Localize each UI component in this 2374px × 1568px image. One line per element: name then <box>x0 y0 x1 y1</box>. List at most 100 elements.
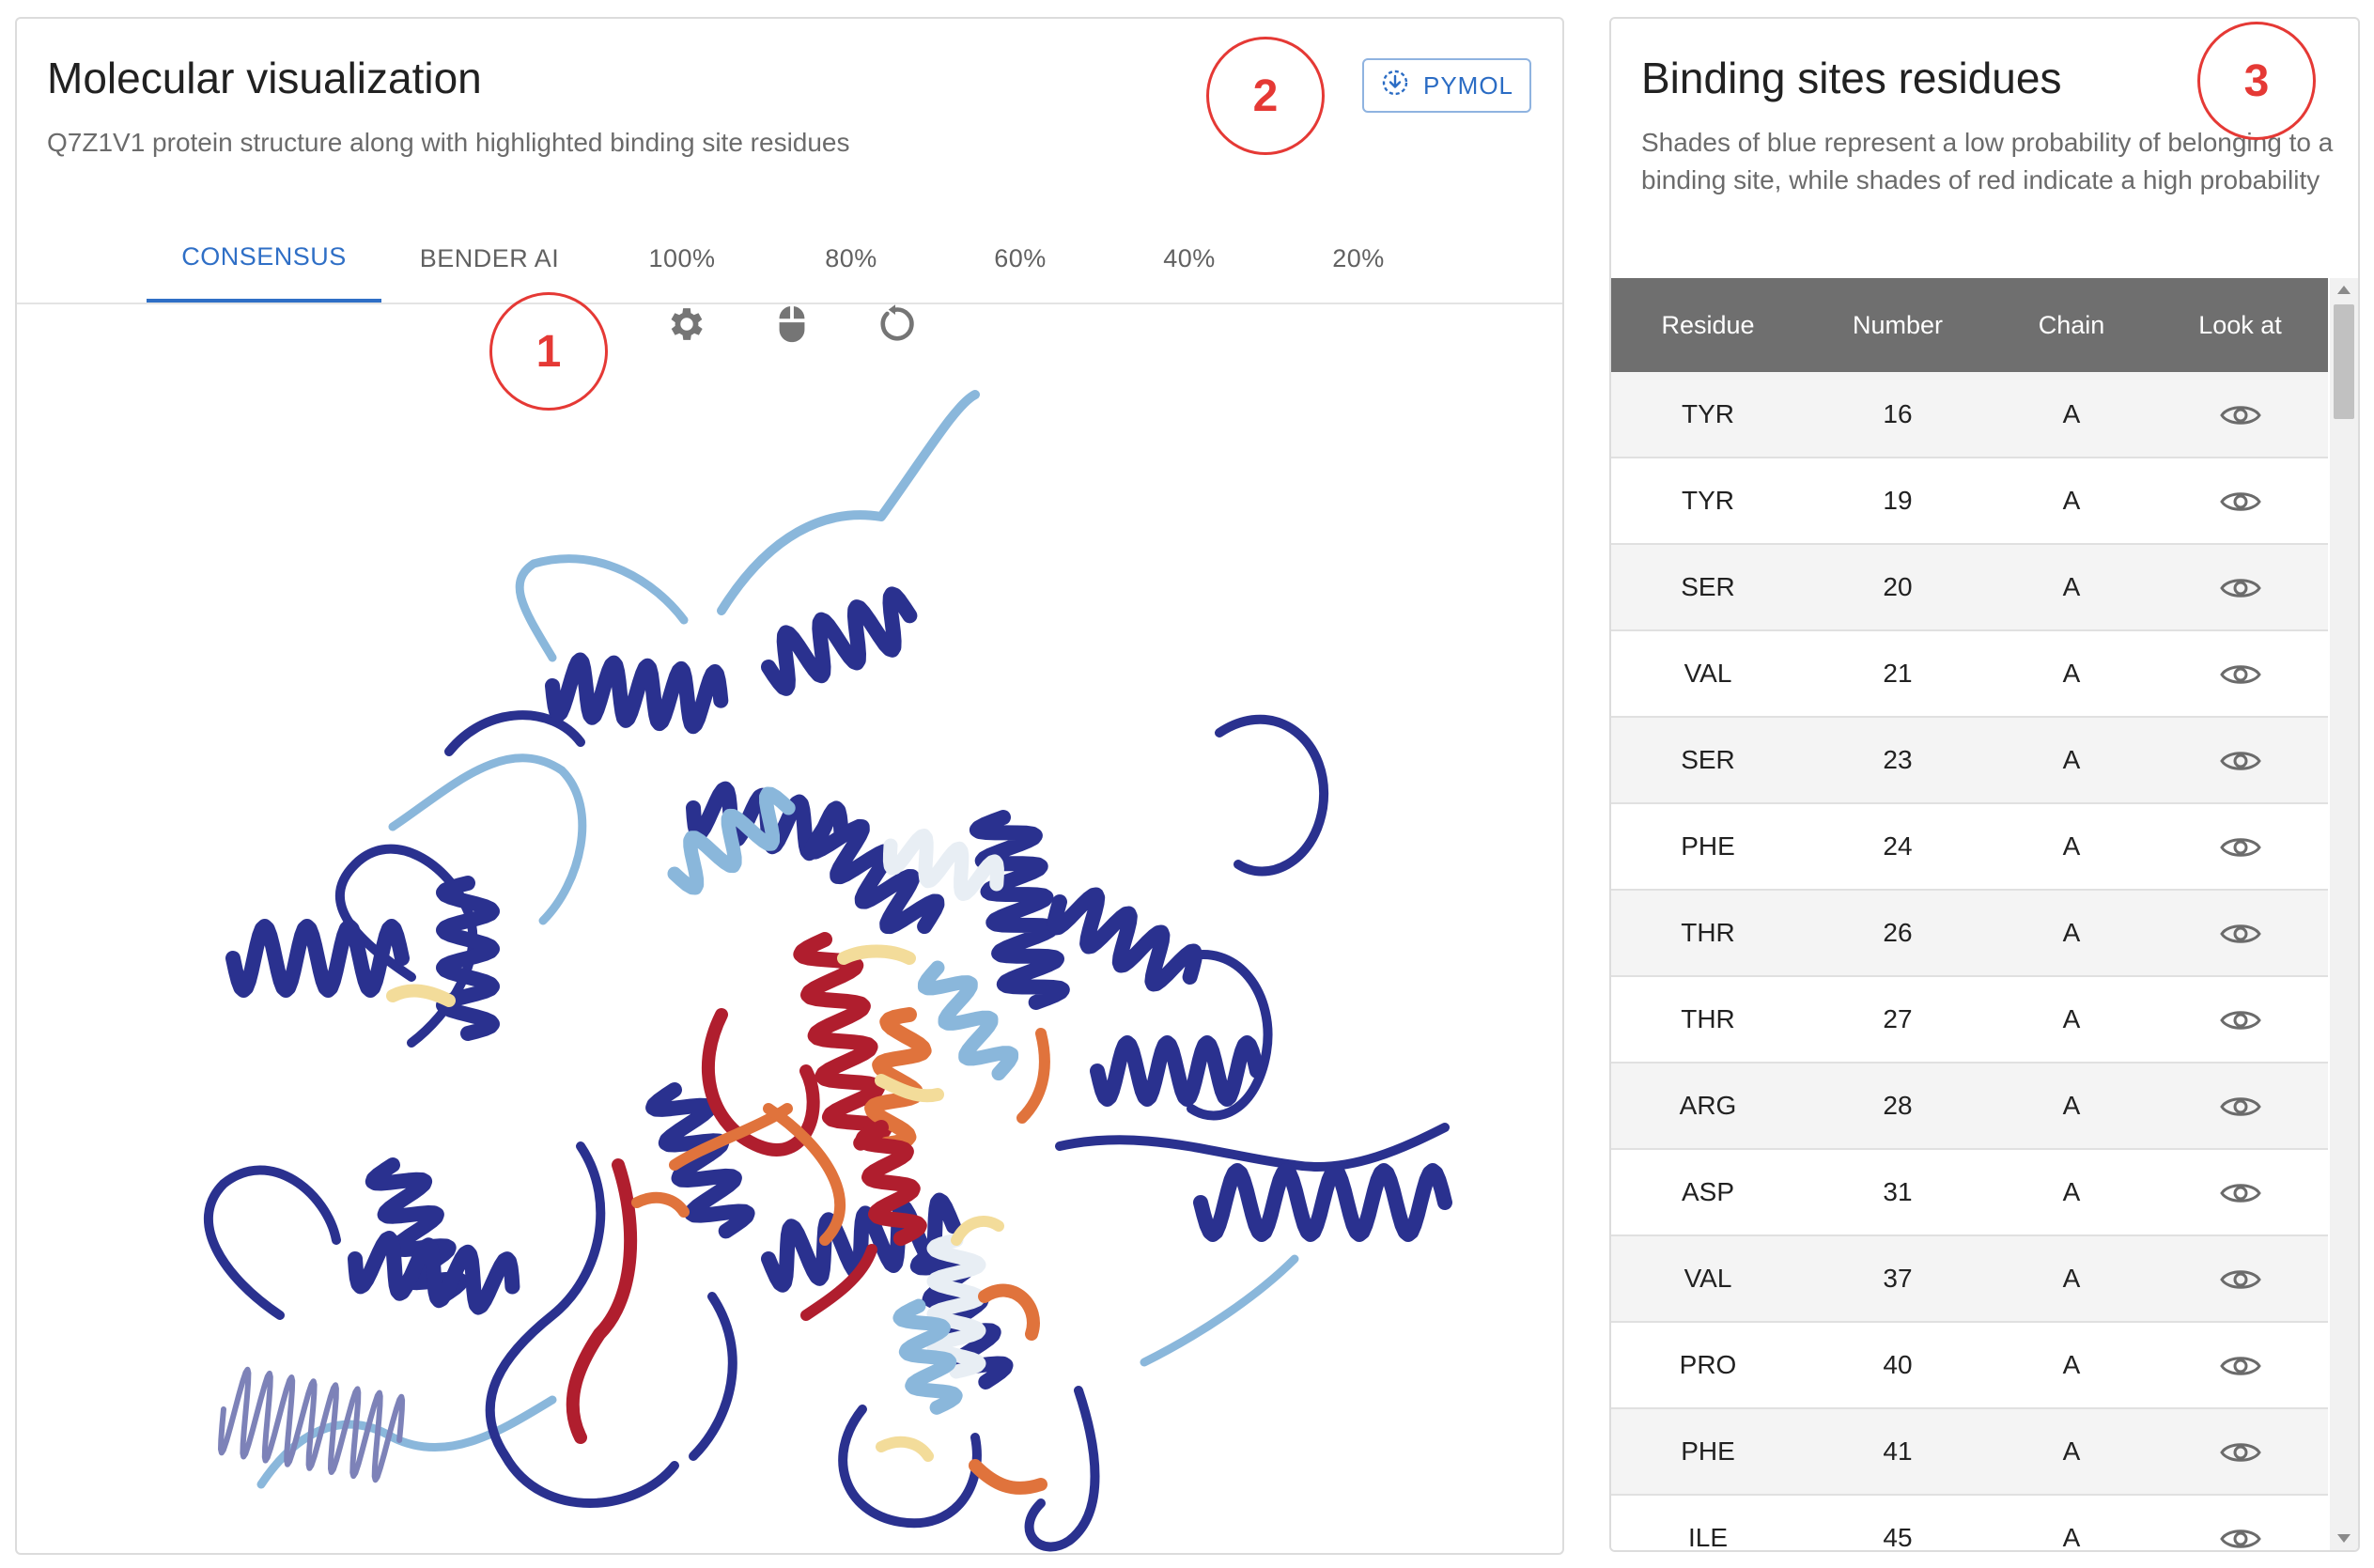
tab-40[interactable]: 40% <box>1163 243 1216 272</box>
table-row: PRO 40 A <box>1611 1322 2328 1409</box>
binding-segment <box>566 1158 638 1444</box>
reset-icon[interactable] <box>874 303 917 346</box>
binding-segment <box>969 1459 1047 1495</box>
residue-cell: THR <box>1611 890 1805 977</box>
number-cell: 27 <box>1805 976 1991 1063</box>
table-header-row: Residue Number Chain Look at <box>1611 278 2328 372</box>
eye-icon[interactable] <box>2219 574 2262 602</box>
number-cell: 24 <box>1805 803 1991 891</box>
loop-segment <box>203 1165 341 1320</box>
eye-icon[interactable] <box>2219 401 2262 429</box>
look-at-cell <box>2152 544 2328 631</box>
helix-segment <box>218 1366 406 1483</box>
table-row: TYR 19 A <box>1611 458 2328 545</box>
binding-segment <box>978 1283 1040 1341</box>
loop-segment <box>485 1141 679 1508</box>
loop-segment <box>838 1405 982 1529</box>
eye-icon[interactable] <box>2219 1525 2262 1550</box>
helix-segment <box>348 1231 520 1315</box>
helix-segment <box>882 829 1004 901</box>
loop-segment <box>1140 1254 1299 1367</box>
eye-icon[interactable] <box>2219 1352 2262 1380</box>
eye-icon[interactable] <box>2219 1093 2262 1121</box>
helix-segment <box>545 652 729 735</box>
residue-cell: TYR <box>1611 458 1805 545</box>
scroll-down-arrow[interactable] <box>2337 1534 2351 1543</box>
tab-60[interactable]: 60% <box>994 243 1047 272</box>
residue-cell: PRO <box>1611 1322 1805 1409</box>
residue-cell: PHE <box>1611 1408 1805 1496</box>
molecule-viewer-canvas[interactable] <box>111 301 1576 1560</box>
column-header-chain[interactable]: Chain <box>2038 310 2105 339</box>
residues-table-container[interactable]: Residue Number Chain Look at TYR 16 A TYR 19… <box>1611 278 2328 1550</box>
residue-cell: ASP <box>1611 1149 1805 1236</box>
table-scrollbar[interactable] <box>2330 278 2358 1550</box>
look-at-cell <box>2152 890 2328 977</box>
chain-cell: A <box>1991 372 2152 458</box>
loop-segment <box>444 710 585 756</box>
loop-segment <box>256 1395 557 1489</box>
table-row: VAL 37 A <box>1611 1235 2328 1323</box>
binding-segment <box>763 1103 846 1246</box>
tab-20[interactable]: 20% <box>1332 243 1385 272</box>
look-at-cell <box>2152 1322 2328 1409</box>
callout-1: 1 <box>489 292 608 411</box>
eye-icon[interactable] <box>2219 1006 2262 1034</box>
helix-segment <box>892 1298 963 1415</box>
column-header-number[interactable]: Number <box>1852 310 1944 339</box>
look-at-cell <box>2152 1408 2328 1496</box>
loop-segment <box>1024 1386 1100 1552</box>
residue-cell: VAL <box>1611 1235 1805 1323</box>
look-at-cell <box>2152 1235 2328 1323</box>
eye-icon[interactable] <box>2219 660 2262 689</box>
number-cell: 20 <box>1805 544 1991 631</box>
helix-segment <box>667 786 796 895</box>
loop-segment <box>689 1292 737 1461</box>
tab-bender-ai[interactable]: BENDER AI <box>419 243 560 272</box>
binding-segment <box>631 1191 690 1218</box>
helix-segment <box>1047 887 1203 992</box>
tab-100[interactable]: 100% <box>648 243 716 272</box>
look-at-cell <box>2152 1149 2328 1236</box>
eye-icon[interactable] <box>2219 833 2262 862</box>
binding-segment <box>837 944 916 965</box>
pymol-download-button[interactable]: PYMOL <box>1362 58 1531 113</box>
eye-icon[interactable] <box>2219 747 2262 775</box>
chain-cell: A <box>1991 630 2152 718</box>
helix-segment <box>1090 1035 1265 1107</box>
helix-segment <box>761 586 918 696</box>
helix-segment <box>926 1233 986 1379</box>
number-cell: 26 <box>1805 890 1991 977</box>
number-cell: 40 <box>1805 1322 1991 1409</box>
gear-icon[interactable] <box>665 303 708 346</box>
eye-icon[interactable] <box>2219 1265 2262 1294</box>
look-at-cell <box>2152 717 2328 804</box>
residue-cell: ILE <box>1611 1495 1805 1550</box>
look-at-cell <box>2152 1495 2328 1550</box>
chain-cell: A <box>1991 1063 2152 1150</box>
eye-icon[interactable] <box>2219 488 2262 516</box>
chain-cell: A <box>1991 1408 2152 1496</box>
scroll-up-arrow[interactable] <box>2337 286 2351 294</box>
helix-segment <box>804 818 945 935</box>
helix-segment <box>917 960 1019 1081</box>
column-header-residue[interactable]: Residue <box>1661 310 1755 339</box>
loop-segment <box>1177 950 1273 1121</box>
binding-segment <box>702 1008 820 1157</box>
number-cell: 16 <box>1805 372 1991 458</box>
binding-segment <box>875 1074 944 1103</box>
number-cell: 31 <box>1805 1149 1991 1236</box>
residue-cell: SER <box>1611 717 1805 804</box>
eye-icon[interactable] <box>2219 1438 2262 1467</box>
residue-cell: TYR <box>1611 372 1805 458</box>
mouse-icon[interactable] <box>770 303 814 346</box>
helix-segment <box>864 1007 932 1152</box>
eye-icon[interactable] <box>2219 1179 2262 1207</box>
table-row: PHE 24 A <box>1611 803 2328 891</box>
tab-consensus[interactable]: CONSENSUS <box>147 214 381 303</box>
table-row: ILE 45 A <box>1611 1495 2328 1550</box>
scroll-thumb[interactable] <box>2334 304 2354 419</box>
helix-segment <box>645 1082 755 1239</box>
eye-icon[interactable] <box>2219 920 2262 948</box>
tab-80[interactable]: 80% <box>825 243 877 272</box>
